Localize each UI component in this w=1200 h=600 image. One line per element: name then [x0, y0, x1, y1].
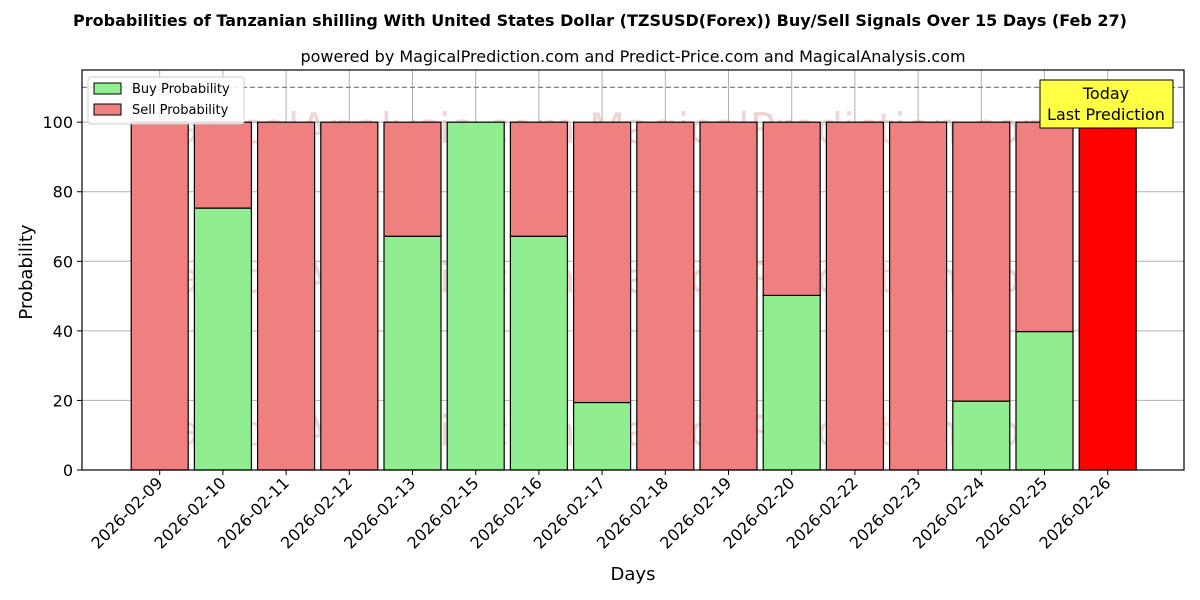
- sell-bar: [636, 121, 695, 471]
- legend-swatch: [93, 82, 122, 95]
- annotation-text: Last Prediction: [1047, 105, 1165, 124]
- sell-bar: [699, 121, 758, 471]
- chart-title: Probabilities of Tanzanian shilling With…: [73, 11, 1127, 30]
- plot-frame: [81, 69, 1185, 471]
- buy-bar: [762, 294, 821, 471]
- sell-bar: [383, 121, 442, 237]
- sell-bar: [825, 121, 885, 471]
- sell-bar: [257, 121, 316, 471]
- y-axis-label: Probability: [16, 224, 37, 319]
- sell-bar: [509, 121, 568, 237]
- legend-label: Buy Probability: [132, 82, 230, 97]
- x-axis-label: Days: [611, 564, 656, 585]
- sell-bar: [130, 121, 189, 471]
- y-tick-label: 20: [53, 391, 73, 410]
- y-tick-label: 80: [53, 183, 73, 202]
- sell-bar: [572, 121, 632, 404]
- buy-bar: [446, 121, 505, 471]
- annotation-text: Today: [1082, 84, 1129, 103]
- legend-swatch: [93, 103, 122, 116]
- buy-bar: [383, 235, 442, 471]
- sell-bar: [320, 121, 379, 471]
- sell-bar: [762, 121, 821, 296]
- buy-bar: [572, 401, 632, 471]
- y-tick-label: 40: [53, 322, 73, 341]
- legend-box: [87, 76, 245, 125]
- sell-bar: [888, 121, 948, 471]
- chart-subtitle: powered by MagicalPrediction.com and Pre…: [300, 47, 965, 66]
- sell-bar: [193, 121, 252, 209]
- annotation-box: [1039, 79, 1174, 129]
- y-tick-label: 0: [63, 461, 73, 480]
- sell-bar: [1078, 121, 1137, 471]
- y-tick-label: 100: [42, 113, 73, 132]
- legend-label: Sell Probability: [132, 103, 229, 118]
- sell-bar: [1015, 121, 1074, 333]
- buy-bar: [1015, 330, 1074, 471]
- buy-bar: [509, 235, 568, 471]
- buy-bar: [952, 400, 1011, 471]
- buy-bar: [193, 207, 252, 471]
- plot-area: MagicalAnalysis.com MagicalPrediction.co…: [42, 69, 1185, 553]
- y-tick-label: 60: [53, 252, 73, 271]
- sell-bar: [952, 121, 1011, 402]
